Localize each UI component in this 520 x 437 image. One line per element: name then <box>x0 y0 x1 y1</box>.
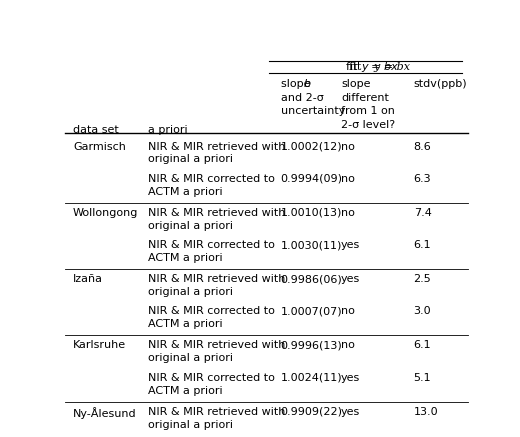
Text: 13.0: 13.0 <box>413 407 438 417</box>
Text: 1.0010(13): 1.0010(13) <box>281 208 342 218</box>
Text: 2-σ level?: 2-σ level? <box>341 120 395 130</box>
Text: no: no <box>341 340 355 350</box>
Text: Karlsruhe: Karlsruhe <box>73 340 126 350</box>
Text: NIR & MIR retrieved with: NIR & MIR retrieved with <box>148 208 285 218</box>
Text: 1.0030(11): 1.0030(11) <box>281 240 342 250</box>
Text: data set: data set <box>73 125 119 135</box>
Text: 1.0024(11): 1.0024(11) <box>281 373 342 383</box>
Text: and 2-σ: and 2-σ <box>281 93 323 103</box>
Text: 6.3: 6.3 <box>413 174 431 184</box>
Text: stdv(ppb): stdv(ppb) <box>413 80 467 89</box>
Text: 2.5: 2.5 <box>413 274 432 284</box>
Text: NIR & MIR corrected to: NIR & MIR corrected to <box>148 373 275 383</box>
Text: 8.6: 8.6 <box>413 142 432 152</box>
Text: 0.9994(09): 0.9994(09) <box>281 174 343 184</box>
Text: original a priori: original a priori <box>148 353 232 363</box>
Text: 5.1: 5.1 <box>413 373 431 383</box>
Text: original a priori: original a priori <box>148 287 232 297</box>
Text: no: no <box>341 306 355 316</box>
Text: 6.1: 6.1 <box>413 240 431 250</box>
Text: from 1 on: from 1 on <box>341 106 395 116</box>
Text: 1.0002(12): 1.0002(12) <box>281 142 342 152</box>
Text: yes: yes <box>341 240 360 250</box>
Text: different: different <box>341 93 389 103</box>
Text: NIR & MIR retrieved with: NIR & MIR retrieved with <box>148 340 285 350</box>
Text: yes: yes <box>341 274 360 284</box>
Text: 1.0007(07): 1.0007(07) <box>281 306 342 316</box>
Text: slope: slope <box>341 80 371 89</box>
Text: 0.9986(06): 0.9986(06) <box>281 274 342 284</box>
Text: b: b <box>304 80 311 89</box>
Text: yes: yes <box>341 373 360 383</box>
Text: no: no <box>341 174 355 184</box>
Text: NIR & MIR retrieved with: NIR & MIR retrieved with <box>148 274 285 284</box>
Text: ACTM a priori: ACTM a priori <box>148 253 222 263</box>
Text: NIR & MIR corrected to: NIR & MIR corrected to <box>148 306 275 316</box>
Text: NIR & MIR retrieved with: NIR & MIR retrieved with <box>148 407 285 417</box>
Text: original a priori: original a priori <box>148 221 232 231</box>
Text: Wollongong: Wollongong <box>73 208 138 218</box>
Text: no: no <box>341 208 355 218</box>
Text: 0.9909(22): 0.9909(22) <box>281 407 343 417</box>
Text: 7.4: 7.4 <box>413 208 432 218</box>
Text: fit: fit <box>346 62 361 72</box>
Text: Garmisch: Garmisch <box>73 142 126 152</box>
Text: Ny-Ålesund: Ny-Ålesund <box>73 407 137 419</box>
Text: 3.0: 3.0 <box>413 306 431 316</box>
Text: NIR & MIR corrected to: NIR & MIR corrected to <box>148 240 275 250</box>
Text: NIR & MIR retrieved with: NIR & MIR retrieved with <box>148 142 285 152</box>
Text: yes: yes <box>341 407 360 417</box>
Text: y = bx: y = bx <box>361 62 398 72</box>
Text: original a priori: original a priori <box>148 154 232 164</box>
Text: original a priori: original a priori <box>148 420 232 430</box>
Text: Izaña: Izaña <box>73 274 103 284</box>
Text: no: no <box>341 142 355 152</box>
Text: ACTM a priori: ACTM a priori <box>148 187 222 197</box>
Text: ACTM a priori: ACTM a priori <box>148 385 222 395</box>
Text: NIR & MIR corrected to: NIR & MIR corrected to <box>148 174 275 184</box>
Text: uncertainty: uncertainty <box>281 106 345 116</box>
Text: a priori: a priori <box>148 125 187 135</box>
Text: 6.1: 6.1 <box>413 340 431 350</box>
Text: fit: fit <box>349 62 365 72</box>
Text: y = bx: y = bx <box>365 62 410 72</box>
Text: 0.9996(13): 0.9996(13) <box>281 340 342 350</box>
Text: slope: slope <box>281 80 314 89</box>
Text: ACTM a priori: ACTM a priori <box>148 319 222 329</box>
